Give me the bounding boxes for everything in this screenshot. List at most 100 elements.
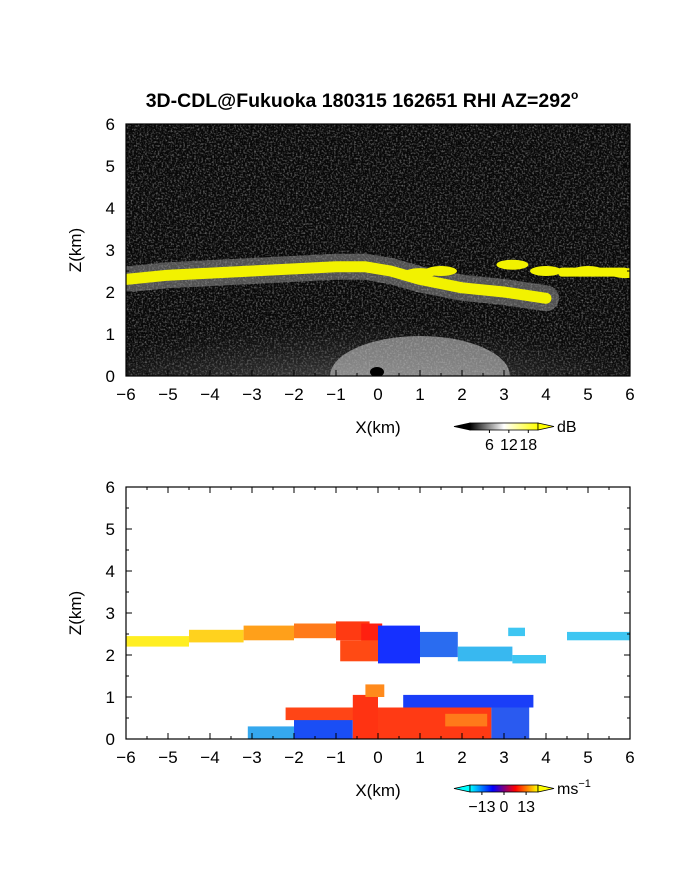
- title-text: 3D-CDL@Fukuoka 180315 162651 RHI AZ=292: [146, 90, 571, 112]
- x-tick-label: 0: [373, 748, 382, 767]
- colorbar-unit-superscript: −1: [578, 778, 591, 790]
- velocity-ylabel: Z(km): [66, 591, 85, 635]
- backscatter-ylabel: Z(km): [66, 228, 85, 272]
- x-tick-label: 0: [373, 385, 382, 404]
- velocity-cell-lower: [294, 718, 353, 739]
- y-tick-label: 3: [106, 604, 115, 623]
- y-tick-label: 3: [106, 241, 115, 260]
- colorbar-unit: dB: [557, 419, 577, 436]
- colorbar-low-arrow: [453, 422, 471, 431]
- velocity-cell-upper: [512, 655, 546, 664]
- cloud-fragment: [496, 259, 529, 270]
- x-tick-label: 3: [499, 385, 508, 404]
- x-tick-label: 6: [625, 385, 634, 404]
- lidar-site-blank: [370, 367, 384, 376]
- velocity-cell-lower: [403, 694, 534, 708]
- x-tick-label: 1: [415, 385, 424, 404]
- y-tick-label: 1: [106, 688, 115, 707]
- x-tick-label: −4: [200, 385, 219, 404]
- colorbar-ramp: [469, 422, 539, 431]
- backscatter-xlabel: X(km): [355, 418, 400, 437]
- x-tick-label: 4: [541, 385, 550, 404]
- x-tick-label: 3: [499, 748, 508, 767]
- velocity-cell-upper: [189, 629, 244, 643]
- colorbar-high-arrow: [537, 422, 555, 431]
- x-tick-label: −5: [158, 748, 177, 767]
- velocity-cell-upper: [567, 631, 630, 641]
- x-tick-label: −2: [284, 385, 303, 404]
- y-tick-label: 2: [106, 283, 115, 302]
- x-tick-label: 5: [583, 385, 592, 404]
- cloud-fragment: [530, 266, 562, 276]
- y-tick-label: 0: [106, 730, 115, 749]
- cloud-right-echo: [558, 267, 628, 277]
- velocity-axes: −6 −5 −4 −3 −2 −1 0 1 2 3 4 5 6 0 1 2 3 4 5 6: [106, 478, 635, 767]
- colorbar-tick-label: 13: [517, 799, 535, 816]
- velocity-cell-lower: [247, 726, 294, 739]
- figure-title: 3D-CDL@Fukuoka 180315 162651 RHI AZ=292o: [146, 88, 579, 112]
- x-tick-label: −4: [200, 748, 219, 767]
- cloud-fragment: [425, 266, 457, 276]
- x-tick-label: −1: [326, 748, 345, 767]
- y-tick-label: 4: [106, 562, 115, 581]
- y-tick-label: 1: [106, 325, 115, 344]
- colorbar-tick-label: 0: [500, 799, 509, 816]
- x-tick-label: 2: [457, 385, 466, 404]
- x-tick-label: 4: [541, 748, 550, 767]
- colorbar-low-arrow: [453, 784, 471, 793]
- boundary-layer-core: [330, 336, 510, 376]
- x-tick-label: 1: [415, 748, 424, 767]
- colorbar-unit: ms−1: [557, 778, 591, 798]
- velocity-cell-lower: [491, 707, 530, 739]
- velocity-cell-upper: [420, 631, 458, 658]
- x-tick-label: −6: [116, 748, 135, 767]
- velocity-colorbar: −13 0 13 ms−1: [453, 778, 591, 816]
- x-tick-label: −2: [284, 748, 303, 767]
- y-tick-label: 6: [106, 478, 115, 497]
- colorbar-tick-label: 12: [500, 437, 518, 454]
- velocity-cell-upper: [508, 627, 525, 637]
- velocity-cell-upper: [340, 640, 378, 662]
- y-tick-label: 4: [106, 199, 115, 218]
- velocity-cell-lower: [285, 707, 366, 721]
- velocity-field: [126, 621, 630, 739]
- velocity-cell-upper: [378, 625, 420, 664]
- y-tick-label: 5: [106, 157, 115, 176]
- x-tick-label: 6: [625, 748, 634, 767]
- x-tick-label: 5: [583, 748, 592, 767]
- velocity-cell-upper: [243, 625, 294, 641]
- colorbar-high-arrow: [537, 784, 555, 793]
- y-tick-label: 5: [106, 520, 115, 539]
- colorbar-ramp: [469, 784, 539, 793]
- colorbar-tick-label: 6: [485, 437, 494, 454]
- x-tick-label: −5: [158, 385, 177, 404]
- backscatter-axes: −6 −5 −4 −3 −2 −1 0 1 2 3 4 5 6 0 1 2 3 4 5 6: [106, 115, 635, 404]
- cloud-base-echo: [126, 261, 552, 304]
- velocity-cell-lower: [352, 694, 378, 739]
- cloud-layer-echo: [126, 253, 630, 312]
- x-tick-label: −3: [242, 748, 261, 767]
- y-tick-label: 6: [106, 115, 115, 134]
- velocity-cell-upper: [294, 623, 336, 639]
- colorbar-unit-text: ms: [557, 781, 578, 798]
- y-tick-label: 2: [106, 646, 115, 665]
- x-tick-label: −3: [242, 385, 261, 404]
- colorbar-tick-label: 18: [519, 437, 537, 454]
- velocity-cell-upper: [126, 636, 189, 647]
- panel-velocity: −6 −5 −4 −3 −2 −1 0 1 2 3 4 5 6 0 1 2 3 4 5 6 Z(km) X(km) −…: [66, 478, 635, 816]
- velocity-cell-lower: [445, 713, 488, 727]
- y-tick-label: 0: [106, 367, 115, 386]
- x-tick-label: 2: [457, 748, 466, 767]
- colorbar-tick-label: −13: [468, 799, 495, 816]
- velocity-xlabel: X(km): [355, 781, 400, 800]
- colorbar-unit-text: dB: [557, 419, 577, 436]
- backscatter-colorbar: 6 12 18 dB: [453, 419, 577, 454]
- x-tick-label: −1: [326, 385, 345, 404]
- velocity-cell-upper: [457, 646, 513, 662]
- velocity-cell-lower: [365, 684, 385, 697]
- x-tick-label: −6: [116, 385, 135, 404]
- title-superscript: o: [571, 88, 578, 102]
